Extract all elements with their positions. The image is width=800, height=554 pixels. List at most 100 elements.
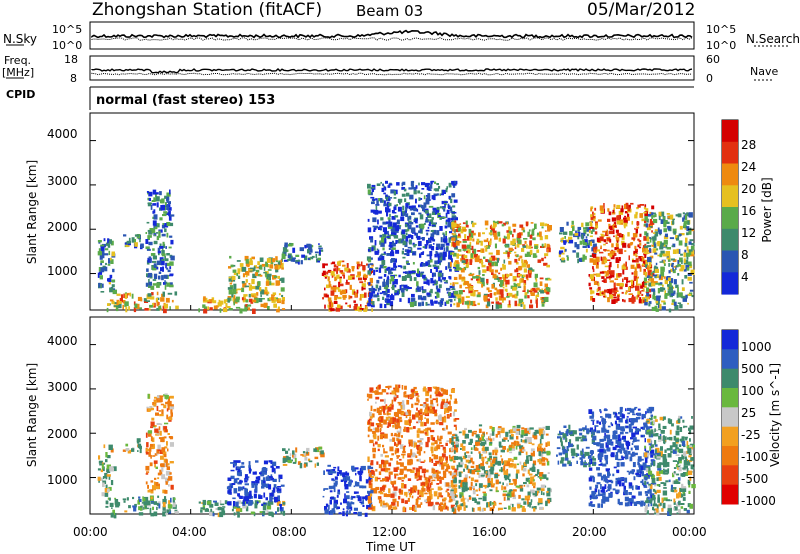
scatter-cell — [435, 460, 440, 463]
scatter-cell — [365, 306, 368, 312]
scatter-cell — [266, 274, 270, 280]
scatter-cell — [358, 277, 363, 281]
scatter-cell — [426, 186, 431, 191]
scatter-cell — [164, 496, 167, 501]
scatter-cell — [580, 450, 583, 456]
scatter-cell — [438, 275, 441, 282]
scatter-cell — [426, 254, 430, 257]
scatter-cell — [597, 442, 601, 445]
scatter-cell — [635, 253, 637, 256]
scatter-cell — [664, 294, 668, 299]
top-ytick-3000: 3000 — [47, 174, 78, 188]
scatter-cell — [163, 308, 167, 314]
scatter-cell — [391, 284, 395, 291]
scatter-cell — [539, 472, 544, 477]
scatter-cell — [439, 462, 443, 465]
scatter-cell — [454, 299, 456, 301]
scatter-cell — [232, 497, 236, 500]
scatter-cell — [653, 235, 657, 241]
scatter-cell — [153, 511, 158, 517]
scatter-cell — [392, 424, 395, 428]
scatter-cell — [489, 225, 492, 229]
scatter-cell — [581, 436, 586, 439]
scatter-cell — [585, 446, 590, 449]
scatter-cell — [395, 444, 398, 448]
scatter-cell — [394, 204, 397, 207]
scatter-cell — [436, 183, 439, 186]
scatter-cell — [433, 409, 438, 412]
scatter-cell — [418, 458, 421, 463]
scatter-cell — [601, 290, 606, 296]
scatter-cell — [535, 278, 538, 282]
scatter-cell — [451, 507, 455, 512]
scatter-cell — [589, 415, 594, 419]
scatter-cell — [661, 306, 666, 311]
scatter-cell — [516, 237, 521, 241]
scatter-cell — [609, 250, 614, 256]
scatter-cell — [383, 448, 385, 454]
scatter-cell — [280, 509, 283, 515]
scatter-cell — [498, 502, 502, 505]
scatter-cell — [152, 203, 157, 206]
scatter-cell — [154, 226, 158, 230]
scatter-cell — [566, 446, 569, 451]
power-cb-tick-12: 12 — [741, 226, 757, 240]
scatter-cell — [438, 438, 442, 442]
scatter-cell — [448, 265, 451, 269]
scatter-cell — [391, 227, 396, 233]
scatter-cell — [376, 279, 380, 284]
scatter-cell — [565, 438, 568, 443]
scatter-cell — [503, 507, 507, 509]
scatter-cell — [453, 303, 456, 306]
scatter-cell — [436, 461, 439, 465]
scatter-cell — [686, 232, 689, 236]
scatter-cell — [372, 225, 375, 228]
scatter-cell — [261, 263, 266, 267]
scatter-cell — [532, 463, 535, 469]
scatter-cell — [426, 263, 429, 266]
scatter-cell — [543, 262, 548, 266]
scatter-cell — [110, 512, 114, 518]
scatter-cell — [533, 507, 536, 512]
scatter-cell — [404, 249, 410, 252]
scatter-cell — [366, 263, 369, 266]
scatter-cell — [528, 229, 531, 232]
scatter-cell — [438, 185, 441, 189]
scatter-cell — [402, 454, 405, 459]
scatter-cell — [531, 229, 535, 235]
scatter-cell — [282, 502, 286, 505]
scatter-cell — [668, 263, 670, 267]
scatter-cell — [507, 251, 510, 257]
scatter-cell — [342, 476, 346, 481]
scatter-cell — [457, 227, 461, 232]
scatter-cell — [291, 459, 293, 462]
scatter-cell — [148, 198, 151, 201]
scatter-cell — [413, 386, 417, 390]
scatter-cell — [533, 432, 537, 436]
scatter-cell — [445, 456, 448, 461]
scatter-cell — [445, 425, 448, 430]
scatter-cell — [670, 293, 675, 296]
scatter-cell — [108, 282, 111, 285]
scatter-cell — [473, 430, 477, 433]
scatter-cell — [519, 485, 523, 489]
scatter-cell — [533, 282, 538, 288]
scatter-cell — [385, 470, 389, 473]
scatter-cell — [502, 264, 506, 270]
scatter-cell — [689, 281, 693, 284]
scatter-cell — [487, 478, 490, 484]
scatter-cell — [440, 237, 443, 243]
scatter-cell — [508, 226, 511, 232]
scatter-cell — [627, 451, 631, 455]
scatter-cell — [456, 264, 460, 270]
scatter-cell — [160, 297, 165, 302]
scatter-cell — [242, 273, 245, 278]
scatter-cell — [609, 280, 614, 283]
scatter-cell — [334, 476, 338, 480]
scatter-cell — [476, 472, 479, 475]
scatter-cell — [494, 221, 498, 224]
scatter-cell — [412, 262, 415, 265]
scatter-cell — [533, 490, 537, 494]
scatter-cell — [519, 278, 522, 284]
scatter-cell — [672, 259, 677, 262]
